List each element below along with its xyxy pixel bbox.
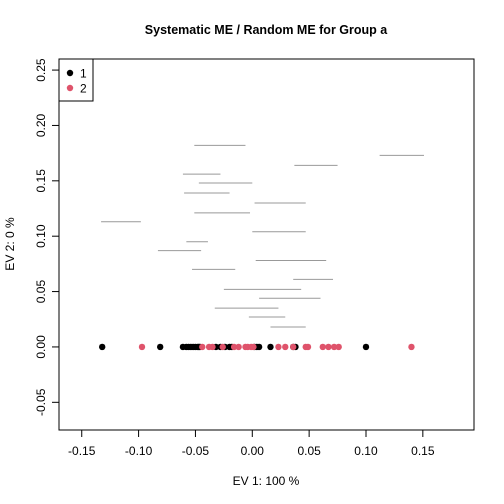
chart-title: Systematic ME / Random ME for Group a — [145, 23, 388, 37]
y-tick-label: 0.05 — [34, 280, 48, 304]
x-tick-label: -0.15 — [68, 444, 96, 458]
legend-box — [58, 58, 94, 102]
legend-label-1: 1 — [80, 67, 87, 81]
data-point-series-2 — [275, 343, 282, 351]
y-tick-label: 0.10 — [34, 224, 48, 248]
x-tick-label: 0.00 — [241, 444, 265, 458]
legend-marker-2 — [66, 84, 74, 92]
x-tick-label: 0.10 — [354, 444, 378, 458]
data-point-series-2 — [408, 343, 415, 351]
data-point-series-2 — [290, 343, 297, 351]
y-tick-label: 0.25 — [34, 58, 48, 82]
y-tick-label: 0.20 — [34, 113, 48, 137]
data-point-series-2 — [319, 343, 326, 351]
x-tick-label: -0.05 — [182, 444, 210, 458]
data-point-series-2 — [219, 343, 226, 351]
data-point-series-2 — [209, 343, 216, 351]
x-tick-label: 0.15 — [411, 444, 435, 458]
data-point-series-1 — [156, 343, 164, 351]
data-point-series-2 — [235, 343, 242, 351]
legend: 1 2 — [58, 58, 94, 102]
data-point-series-2 — [304, 343, 312, 351]
data-point-series-2 — [230, 343, 238, 351]
segments-layer — [101, 144, 424, 328]
data-point-series-2 — [199, 343, 206, 351]
data-point-series-2 — [250, 343, 257, 351]
data-point-series-2 — [325, 343, 332, 351]
x-tick-label: -0.10 — [125, 444, 153, 458]
data-point-series-1 — [99, 343, 106, 351]
x-axis-label: EV 1: 100 % — [233, 474, 300, 488]
data-point-series-2 — [335, 343, 342, 351]
points-layer — [99, 343, 415, 351]
y-axis-label: EV 2: 0 % — [3, 217, 17, 271]
plot-frame — [58, 58, 475, 431]
x-tick-label: 0.05 — [297, 444, 321, 458]
data-point-series-1 — [267, 343, 274, 351]
data-point-series-1 — [362, 343, 370, 351]
data-point-series-1 — [255, 343, 263, 351]
legend-label-2: 2 — [80, 82, 87, 96]
x-axis: -0.15 -0.10 -0.05 0.00 0.05 0.10 0.15 — [68, 429, 435, 458]
legend-marker-1 — [66, 69, 74, 77]
y-tick-label: 0.00 — [34, 335, 48, 359]
y-tick-label: 0.15 — [34, 169, 48, 193]
y-axis: -0.05 0.00 0.05 0.10 0.15 0.20 0.25 — [34, 58, 60, 416]
data-point-series-2 — [330, 343, 338, 351]
data-point-series-2 — [282, 343, 289, 351]
y-tick-label: -0.05 — [34, 388, 48, 416]
data-point-series-2 — [138, 343, 146, 351]
